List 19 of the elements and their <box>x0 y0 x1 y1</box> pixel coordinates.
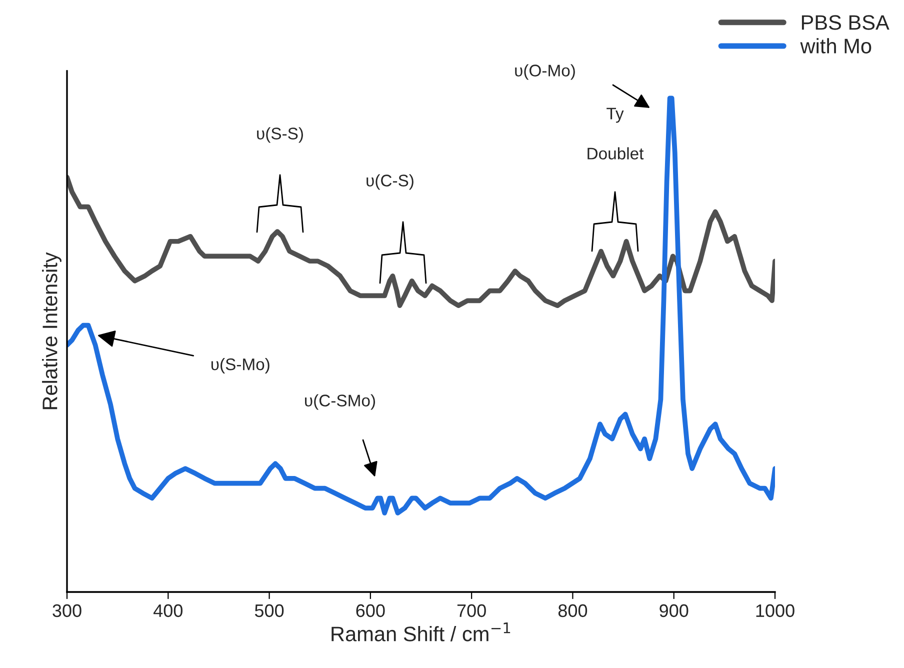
text: υ(O-Mo) <box>515 64 575 80</box>
y-axis-title: Relative Intensity <box>42 252 62 410</box>
x-tick-label: 300 <box>52 604 82 618</box>
annotation: υ(C-S) <box>366 174 414 190</box>
x-tick-label: 900 <box>660 604 688 618</box>
annotation: υ(S-Mo) <box>211 358 270 374</box>
x-tick-label: 600 <box>356 604 385 618</box>
x-tick-label: 800 <box>558 604 588 618</box>
x-tick-label: 500 <box>254 604 284 618</box>
annotation: υ(C-SMo) <box>305 394 375 410</box>
annotation: υ(S-S) <box>257 127 303 143</box>
x-tick-label: 1000 <box>756 604 794 618</box>
annotation: Ty <box>606 108 624 123</box>
x-tick-label: 400 <box>153 604 182 618</box>
annotation: Doublet <box>588 147 644 160</box>
x-tick-label: 700 <box>457 604 486 618</box>
legend-label: with Mo <box>800 38 872 54</box>
legend-label: PBS BSA <box>802 15 890 30</box>
x-axis-title: Raman Shift / cm$^{−1}$ <box>332 622 510 642</box>
